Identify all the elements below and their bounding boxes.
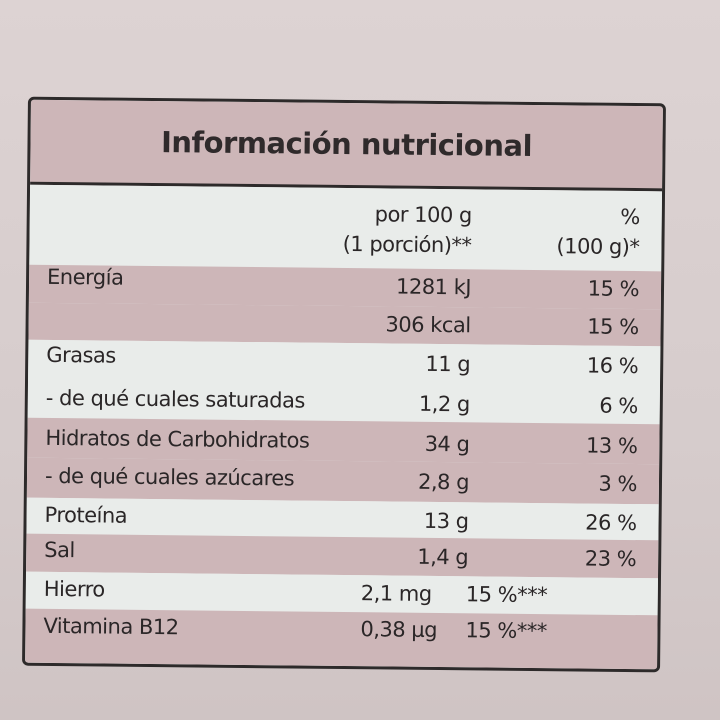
row: Vitamina B12 0,38 µg 15 %*** [25, 608, 658, 670]
row-percent: 15 %*** [465, 582, 548, 608]
nutrition-table: Información nutricional por 100 g (1 por… [22, 96, 666, 673]
row: Energía 1281 kJ 15 % [28, 264, 662, 310]
row-amount: 11 g [425, 351, 471, 377]
row: - de qué cuales saturadas 1,2 g 6 % [27, 377, 661, 425]
title: Información nutricional [30, 99, 663, 192]
row-label: Hidratos de Carbohidratos [45, 425, 310, 453]
row-amount: 1,2 g [418, 391, 470, 417]
row: - de qué cuales azúcares 2,8 g 3 % [26, 457, 660, 505]
header-percent: % [620, 204, 640, 230]
row-amount: 13 g [423, 508, 469, 534]
row-percent: 15 %*** [465, 618, 547, 644]
header-row: por 100 g (1 porción)** % (100 g)* [29, 184, 663, 272]
row-percent: 15 % [587, 314, 639, 340]
header-amount: (1 porción)** [342, 231, 472, 258]
row-label: Grasas [46, 342, 116, 368]
row-label: Energía [46, 264, 124, 290]
row-percent: 16 % [586, 353, 639, 379]
row-percent: 15 % [587, 276, 640, 302]
row: Sal 1,4 g 23 % [26, 533, 659, 579]
row-amount: 2,8 g [417, 469, 470, 495]
header-amount: por 100 g [374, 202, 472, 228]
row-percent: 26 % [585, 510, 637, 536]
row-percent: 23 % [584, 546, 637, 572]
row-amount: 0,38 µg [360, 617, 438, 642]
header-percent: (100 g)* [556, 234, 640, 260]
row: Hidratos de Carbohidratos 34 g 13 % [27, 417, 660, 465]
row-amount: 2,1 mg [360, 581, 432, 606]
row-label: Proteína [44, 502, 128, 528]
row-label: - de qué cuales azúcares [44, 463, 295, 491]
row-amount: 1281 kJ [395, 274, 472, 300]
row-percent: 13 % [585, 433, 638, 459]
row-amount: 306 kcal [385, 312, 471, 338]
row: Grasas 11 g 16 % [28, 339, 661, 385]
row-label: - de qué cuales saturadas [45, 385, 305, 413]
row-label: Hierro [43, 576, 105, 602]
row-amount: 34 g [424, 431, 470, 457]
row-amount: 1,4 g [417, 544, 469, 570]
row-percent: 3 % [598, 471, 638, 497]
row-label: Sal [44, 537, 75, 563]
row-percent: 6 % [599, 393, 638, 419]
row-label: Vitamina B12 [43, 613, 179, 640]
